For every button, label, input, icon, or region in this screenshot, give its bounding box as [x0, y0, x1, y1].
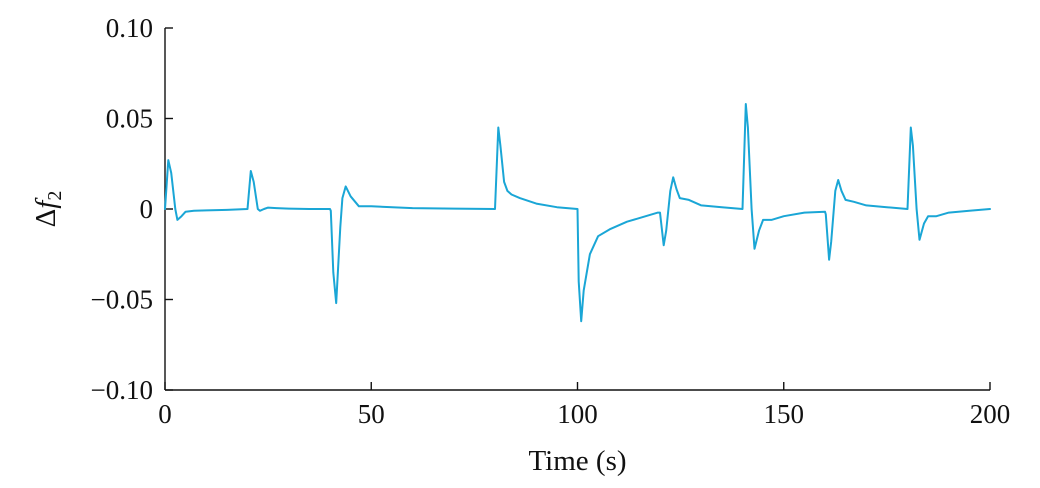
x-tick-label: 200: [970, 399, 1011, 429]
x-tick-label: 0: [158, 399, 172, 429]
y-tick-label: 0.10: [106, 13, 153, 43]
x-tick-label: 150: [764, 399, 805, 429]
x-axis-title: Time (s): [528, 445, 626, 477]
y-tick-label: −0.05: [91, 285, 153, 315]
y-axis-title-subscript: 2: [44, 191, 66, 201]
y-tick-label: 0.05: [106, 104, 153, 134]
y-axis-title-symbol: Δ: [30, 209, 62, 228]
x-tick-label: 50: [358, 399, 385, 429]
y-tick-label: −0.10: [91, 375, 153, 405]
x-tick-label: 100: [557, 399, 598, 429]
y-ticks: 0.10 0.05 0 −0.05 −0.10: [91, 13, 173, 405]
y-tick-label: 0: [140, 194, 154, 224]
series-line-delta-f2: [164, 103, 991, 323]
x-ticks: 0 50 100 150 200: [158, 382, 1010, 429]
y-axis-title: Δf2: [30, 191, 66, 228]
